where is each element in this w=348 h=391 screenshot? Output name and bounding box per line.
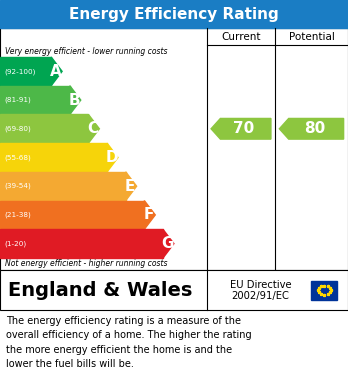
Text: B: B <box>69 93 80 108</box>
Text: (69-80): (69-80) <box>4 126 31 132</box>
Text: G: G <box>161 236 174 251</box>
Polygon shape <box>70 86 81 115</box>
Bar <box>0 28 348 270</box>
Text: D: D <box>105 150 118 165</box>
Text: C: C <box>87 121 98 136</box>
Bar <box>0 115 88 143</box>
Polygon shape <box>144 201 155 229</box>
Bar <box>0 172 126 201</box>
Polygon shape <box>51 57 62 86</box>
Text: 80: 80 <box>304 121 325 136</box>
Text: A: A <box>50 64 62 79</box>
Text: Very energy efficient - lower running costs: Very energy efficient - lower running co… <box>5 47 167 56</box>
Text: (39-54): (39-54) <box>4 183 31 190</box>
Text: The energy efficiency rating is a measure of the
overall efficiency of a home. T: The energy efficiency rating is a measur… <box>6 316 252 369</box>
Text: Potential: Potential <box>288 32 334 41</box>
Text: England & Wales: England & Wales <box>8 280 192 300</box>
Bar <box>0 143 107 172</box>
Text: Energy Efficiency Rating: Energy Efficiency Rating <box>69 7 279 22</box>
Polygon shape <box>163 229 174 258</box>
Bar <box>0 229 163 258</box>
Text: 70: 70 <box>233 121 254 136</box>
Text: (81-91): (81-91) <box>4 97 31 103</box>
Text: (21-38): (21-38) <box>4 212 31 218</box>
Text: (55-68): (55-68) <box>4 154 31 161</box>
Text: E: E <box>125 179 135 194</box>
Bar <box>0 201 144 229</box>
Text: Not energy efficient - higher running costs: Not energy efficient - higher running co… <box>5 260 167 269</box>
Polygon shape <box>279 118 343 139</box>
Text: Current: Current <box>221 32 261 41</box>
Text: F: F <box>144 208 154 222</box>
Text: 2002/91/EC: 2002/91/EC <box>232 291 290 301</box>
Text: EU Directive: EU Directive <box>230 280 291 290</box>
Polygon shape <box>107 143 118 172</box>
Bar <box>311 280 337 300</box>
Bar <box>0 0 348 28</box>
Bar <box>0 86 70 115</box>
Polygon shape <box>126 172 137 201</box>
Polygon shape <box>88 115 100 143</box>
Bar <box>0 57 51 86</box>
Text: (92-100): (92-100) <box>4 68 35 75</box>
Polygon shape <box>211 118 271 139</box>
Bar <box>0 270 348 310</box>
Text: (1-20): (1-20) <box>4 240 26 247</box>
